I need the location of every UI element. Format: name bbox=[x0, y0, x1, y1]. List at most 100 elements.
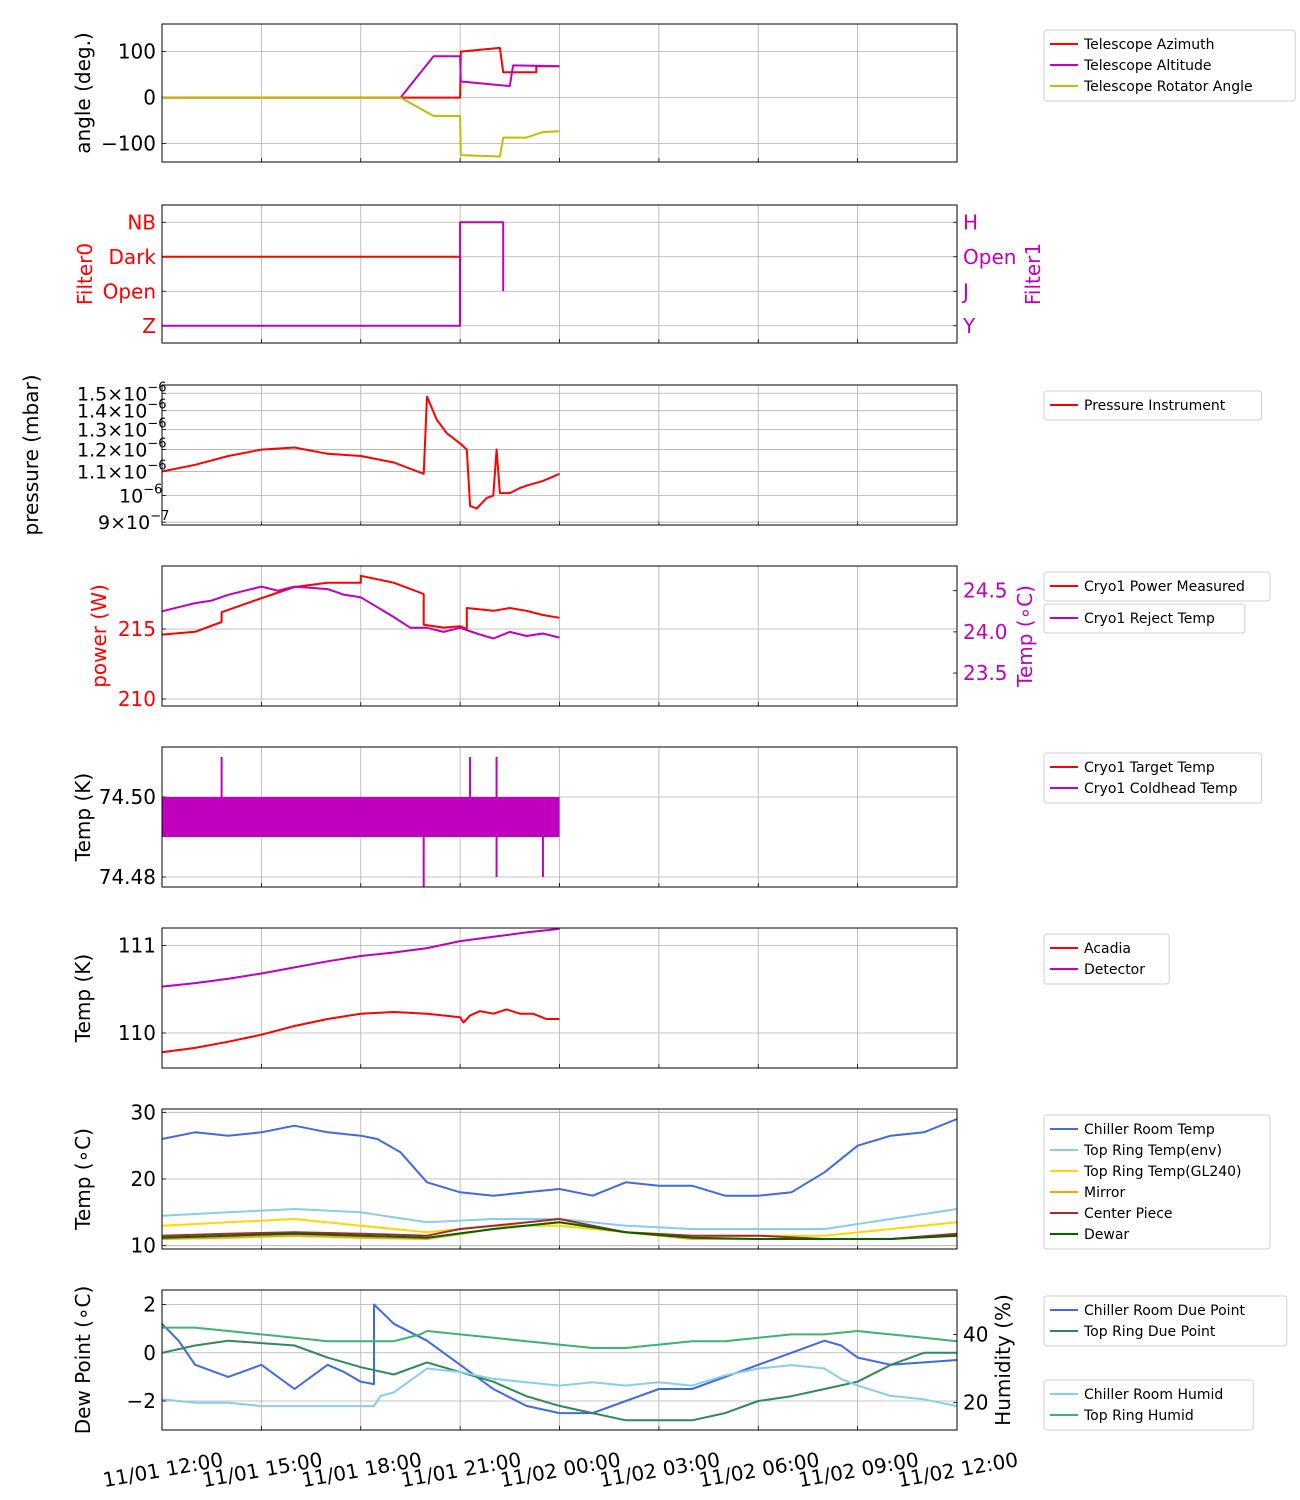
legend-label: Cryo1 Target Temp bbox=[1084, 760, 1215, 776]
legend-label: Telescope Altitude bbox=[1083, 58, 1212, 74]
panel-6: 111 110 Temp (K) Acadia Detector bbox=[71, 927, 1170, 1069]
y-tick-label-right: 40 bbox=[963, 1322, 988, 1346]
y-axis-label-right: Filter1 bbox=[1021, 243, 1045, 305]
y-tick-label-right: J bbox=[961, 279, 969, 303]
plot-frame bbox=[161, 927, 958, 1069]
y-tick-label: 30 bbox=[131, 1100, 156, 1124]
y-tick-label-right: Open bbox=[963, 245, 1016, 269]
panel-4: 215 210 24.5 24.0 23.5 power (W) Temp (∘C) Cryo… bbox=[87, 565, 1271, 711]
y-tick-label: 215 bbox=[118, 617, 156, 641]
y-tick-label-right: 20 bbox=[963, 1391, 988, 1415]
y-tick-label-exp: −6 bbox=[147, 398, 166, 413]
panel-2: NB Dark Open Z H Open JY Filter0 Filter1 bbox=[73, 204, 1045, 344]
series-line bbox=[162, 221, 505, 327]
y-tick-label: 210 bbox=[118, 687, 156, 711]
series-line bbox=[161, 574, 560, 636]
y-tick-label: 2 bbox=[143, 1292, 156, 1316]
legend-box bbox=[1043, 390, 1263, 421]
series-line bbox=[161, 1303, 958, 1415]
legend-box bbox=[1043, 1295, 1288, 1347]
y-tick-label: 100 bbox=[118, 40, 156, 64]
legend-label: Dewar bbox=[1084, 1227, 1129, 1243]
plot-frame bbox=[161, 23, 958, 163]
y-tick-label-base: 1.4×10 bbox=[77, 401, 147, 423]
y-axis-label: Temp (K) bbox=[71, 773, 95, 862]
y-tick-label-right: 23.5 bbox=[963, 661, 1008, 685]
legend-label: Telescope Azimuth bbox=[1083, 37, 1214, 53]
y-tick-label-exp: −6 bbox=[147, 380, 166, 395]
legend-label: Telescope Rotator Angle bbox=[1083, 79, 1253, 95]
legend-label: Cryo1 Reject Temp bbox=[1084, 611, 1215, 627]
y-tick-label: 110 bbox=[118, 1021, 156, 1045]
series-line bbox=[161, 1339, 957, 1422]
y-tick-label-exp: −7 bbox=[150, 509, 169, 524]
y-tick-label: NB bbox=[127, 210, 156, 234]
y-axis-label: Dew Point (∘C) bbox=[71, 1286, 95, 1435]
legend-label: Cryo1 Coldhead Temp bbox=[1084, 781, 1238, 797]
legend-label: Pressure Instrument bbox=[1084, 398, 1226, 414]
legend-box bbox=[1043, 571, 1271, 602]
legend-label: Top Ring Due Point bbox=[1083, 1324, 1216, 1340]
series-line bbox=[161, 1218, 958, 1240]
legend-label: Chiller Room Temp bbox=[1084, 1122, 1215, 1138]
plot-frame bbox=[161, 746, 958, 888]
series-line bbox=[161, 395, 560, 510]
series-line bbox=[162, 55, 560, 99]
plot-frame bbox=[161, 1289, 958, 1431]
legend-label: Top Ring Temp(env) bbox=[1083, 1143, 1222, 1159]
y-tick-label: 10−6 bbox=[119, 483, 162, 508]
y-tick-label: 20 bbox=[131, 1167, 156, 1191]
y-axis-label: power (W) bbox=[87, 584, 111, 688]
series-line bbox=[161, 1218, 958, 1237]
y-tick-label: Z bbox=[142, 314, 156, 338]
series-line bbox=[161, 1364, 958, 1408]
y-tick-label: 111 bbox=[118, 934, 156, 958]
series-line bbox=[162, 46, 560, 99]
y-tick-label-right: 24.5 bbox=[963, 579, 1008, 603]
y-tick-label-exp: −6 bbox=[147, 437, 166, 452]
y-tick-label-right: 24.0 bbox=[963, 620, 1008, 644]
plot-frame bbox=[161, 1108, 958, 1250]
legend-label: Cryo1 Power Measured bbox=[1084, 579, 1245, 595]
y-axis-label: pressure (mbar) bbox=[19, 374, 43, 535]
y-tick-label: 0 bbox=[143, 86, 156, 110]
series-line bbox=[162, 96, 560, 158]
legend-label: Mirror bbox=[1084, 1185, 1125, 1201]
legend-box bbox=[1043, 752, 1263, 804]
y-tick-label-base: 1.2×10 bbox=[77, 440, 147, 462]
y-tick-label-right: Y bbox=[962, 314, 976, 338]
y-tick-label: 74.48 bbox=[99, 865, 156, 889]
panel-7: 30 20 10 Temp (∘C) Chiller Room Temp Top Ring… bbox=[71, 1100, 1271, 1258]
y-tick-label-base: 9×10 bbox=[98, 512, 150, 534]
series-line bbox=[161, 1118, 958, 1197]
series-line bbox=[162, 1326, 958, 1349]
series-line bbox=[161, 1221, 958, 1240]
legend-box bbox=[1043, 1379, 1254, 1431]
legend-label: Center Piece bbox=[1084, 1206, 1173, 1222]
legend-label: Chiller Room Due Point bbox=[1084, 1303, 1245, 1319]
y-tick-label: 9×10−7 bbox=[98, 509, 169, 534]
y-tick-label: Open bbox=[103, 279, 156, 303]
y-axis-label-right: Temp (∘C) bbox=[1013, 585, 1037, 688]
y-axis-label: Filter0 bbox=[73, 243, 97, 305]
series-band bbox=[162, 797, 560, 837]
legend-label: Detector bbox=[1084, 962, 1145, 978]
y-tick-label-exp: −6 bbox=[143, 483, 162, 498]
legend-label: Top Ring Humid bbox=[1083, 1408, 1194, 1424]
plot-frame bbox=[161, 565, 958, 707]
y-axis-label: angle (deg.) bbox=[71, 32, 95, 154]
y-tick-label-exp: −6 bbox=[147, 416, 166, 431]
series-line bbox=[161, 585, 560, 640]
plot-frame bbox=[161, 384, 958, 526]
series-line bbox=[161, 927, 560, 988]
legend-label: Top Ring Temp(GL240) bbox=[1083, 1164, 1242, 1180]
panel-3: 1.5×10−61.4×10−61.3×10−61.2×10−61.1×10−6… bbox=[19, 374, 1263, 536]
y-axis-label-right: Humidity (%) bbox=[991, 1294, 1015, 1426]
y-tick-label-base: 10 bbox=[119, 486, 143, 508]
y-tick-label: Dark bbox=[109, 245, 157, 269]
y-tick-label-base: 1.1×10 bbox=[77, 462, 147, 484]
y-tick-label: −100 bbox=[101, 132, 156, 156]
